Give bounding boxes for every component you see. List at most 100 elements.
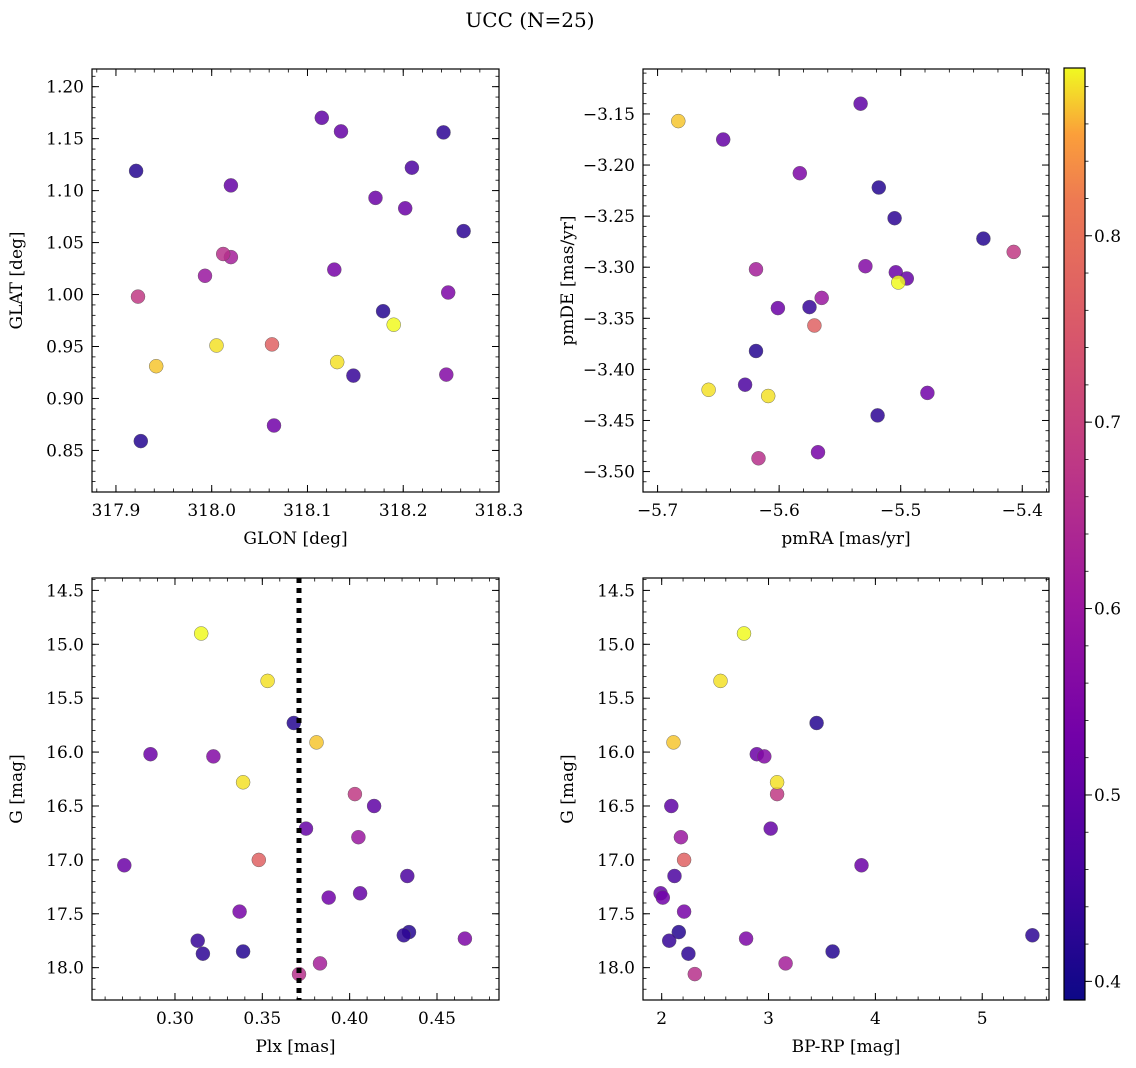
data-point <box>671 924 686 940</box>
x-tick-label: 0.45 <box>418 1009 456 1029</box>
x-tick-label: 3 <box>763 1009 774 1029</box>
data-point <box>128 163 144 179</box>
data-point <box>330 354 345 370</box>
data-point <box>676 904 692 919</box>
x-tick-label: −5.6 <box>759 501 800 521</box>
y-tick-label: 16.0 <box>46 743 84 763</box>
colorbar-tick-label: 0.8 <box>1094 227 1121 247</box>
y-tick-label: 18.0 <box>597 959 635 979</box>
y-tick-label: −3.25 <box>583 207 635 227</box>
data-point <box>260 673 275 689</box>
data-point <box>667 868 682 884</box>
data-point <box>814 290 829 306</box>
data-point <box>314 110 329 126</box>
colorbar-tick-label: 0.7 <box>1094 413 1121 433</box>
data-point <box>870 408 885 423</box>
data-point <box>232 904 247 919</box>
data-point <box>264 337 280 352</box>
data-point <box>737 377 753 392</box>
x-tick-label: 318.3 <box>475 501 524 521</box>
x-tick-label: 318.1 <box>283 501 332 521</box>
y-tick-label: 1.05 <box>46 234 84 254</box>
data-point <box>807 318 822 333</box>
data-point <box>769 775 785 790</box>
data-point <box>1025 928 1040 943</box>
data-point <box>738 931 754 946</box>
y-tick-label: 15.0 <box>597 635 635 655</box>
data-point <box>396 928 411 943</box>
y-tick-label: 15.0 <box>46 635 84 655</box>
axes-frame <box>642 577 1050 1001</box>
y-tick-label: −3.50 <box>583 463 635 483</box>
y-axis-label: GLAT [deg] <box>7 231 27 329</box>
data-point <box>235 775 251 790</box>
data-point <box>375 304 391 319</box>
data-point <box>400 868 415 884</box>
y-tick-label: 1.15 <box>46 130 84 150</box>
x-axis-label: BP-RP [mag] <box>792 1037 901 1057</box>
colorbar-gradient <box>1063 67 1086 1001</box>
data-point <box>810 445 826 460</box>
y-tick-label: 17.0 <box>597 851 635 871</box>
y-tick-label: 17.5 <box>597 905 635 925</box>
y-tick-label: 15.5 <box>597 689 635 709</box>
panel-glon-glat: 317.9 318.0 318.1 318.2 318.3 0.85 0.90 0.95 1.0… <box>7 68 524 549</box>
x-tick-label: 0.30 <box>156 1009 194 1029</box>
colorbar: 0.4 0.5 0.6 0.7 0.8 <box>1063 67 1121 1001</box>
y-tick-label: 1.20 <box>46 78 84 98</box>
colorbar-tick-label: 0.6 <box>1094 600 1121 620</box>
data-point <box>778 956 793 971</box>
x-tick-label: −5.5 <box>880 501 921 521</box>
y-tick-label: 1.10 <box>46 182 84 202</box>
data-point <box>190 933 205 948</box>
data-point <box>809 715 824 731</box>
y-axis-label: G [mag] <box>7 754 27 823</box>
y-tick-label: 17.5 <box>46 905 84 925</box>
x-axis-label: GLON [deg] <box>243 529 347 549</box>
data-point <box>662 933 677 948</box>
data-point <box>713 673 728 689</box>
y-axis-label: pmDE [mas/yr] <box>558 215 578 345</box>
x-axis-label: Plx [mas] <box>255 1037 335 1057</box>
data-point <box>887 210 902 226</box>
data-point <box>351 830 366 845</box>
data-point <box>215 246 231 262</box>
data-point <box>209 338 224 353</box>
y-axis-label: G [mag] <box>558 754 578 823</box>
data-point <box>792 165 807 181</box>
y-tick-label: 18.0 <box>46 959 84 979</box>
data-point <box>327 262 342 277</box>
data-point <box>439 367 454 382</box>
data-point <box>763 821 778 836</box>
x-tick-label: −5.4 <box>1002 501 1043 521</box>
data-point <box>673 830 689 845</box>
data-point <box>441 285 456 300</box>
chart-title: UCC (N=25) <box>465 8 594 32</box>
data-point <box>130 289 146 304</box>
y-tick-label: −3.40 <box>583 360 635 380</box>
data-point <box>751 451 766 466</box>
data-point <box>701 382 716 397</box>
x-tick-label: 0.35 <box>243 1009 281 1029</box>
y-tick-label: 0.85 <box>46 441 84 461</box>
y-tick-label: −3.30 <box>583 258 635 278</box>
data-point <box>976 231 991 246</box>
x-tick-label: 318.0 <box>187 501 236 521</box>
data-point <box>655 890 670 905</box>
x-tick-label: 4 <box>870 1009 881 1029</box>
data-point <box>858 259 873 274</box>
data-point <box>736 626 752 641</box>
y-tick-label: 16.5 <box>46 797 84 817</box>
data-point <box>312 956 328 971</box>
y-tick-label: −3.20 <box>583 156 635 176</box>
x-tick-label: −5.7 <box>637 501 678 521</box>
data-point <box>456 223 471 239</box>
y-tick-label: −3.15 <box>583 105 635 125</box>
colorbar-tick-label: 0.4 <box>1094 972 1121 992</box>
data-point <box>133 433 149 449</box>
data-point <box>366 798 382 814</box>
data-point <box>333 124 349 139</box>
data-point <box>386 317 401 332</box>
y-tick-label: 16.0 <box>597 743 635 763</box>
